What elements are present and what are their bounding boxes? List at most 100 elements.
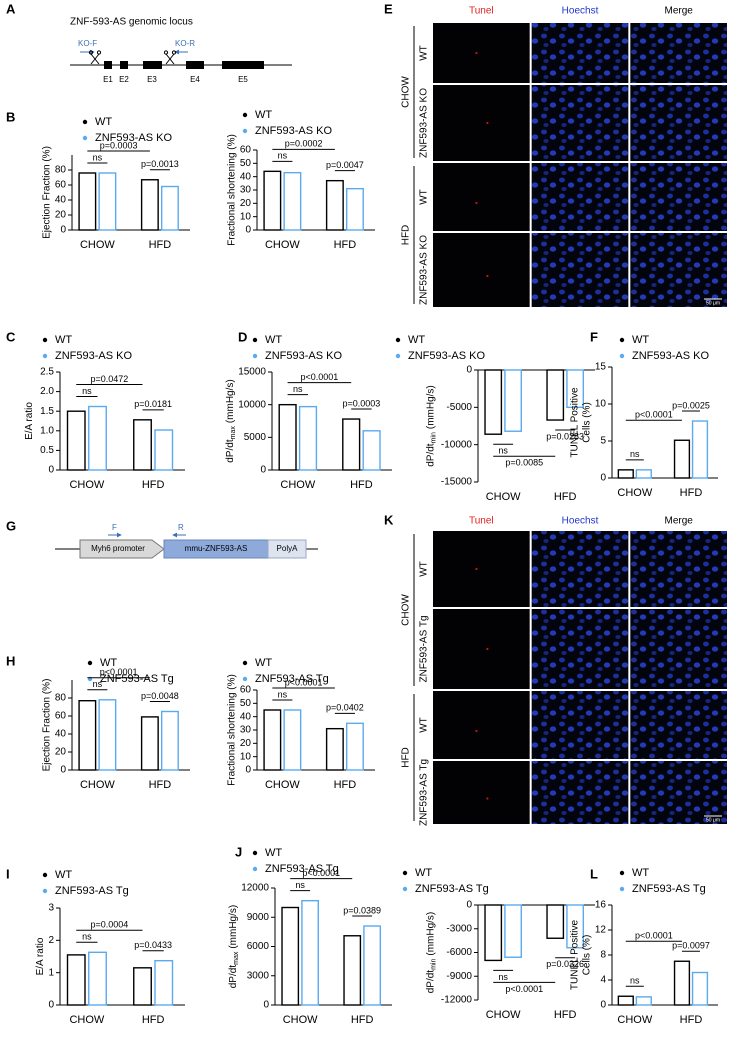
comparison-label: ns — [498, 972, 508, 982]
y-axis-label-unit: (mmHg/s) — [425, 385, 436, 429]
y-axis-label: Fractional shortening (%) — [226, 674, 237, 786]
comparison-label: ns — [82, 932, 92, 942]
micrograph — [433, 609, 530, 689]
y-tick-label: -12000 — [441, 995, 473, 1006]
y-tick-label: 30 — [240, 725, 252, 736]
bar — [88, 951, 107, 1006]
exon-label: E2 — [119, 75, 129, 84]
legend-marker — [619, 353, 625, 359]
x-tick-label: HFD — [554, 491, 577, 503]
y-axis-label-main: dP/dt — [225, 439, 236, 463]
exon — [104, 61, 112, 69]
bar — [363, 925, 382, 1006]
y-tick-label: 0.5 — [40, 445, 54, 456]
x-tick-label: HFD — [350, 479, 373, 491]
polya — [267, 539, 307, 559]
y-tick-label: 60 — [55, 711, 67, 722]
tunel-signal — [486, 647, 489, 651]
bar — [140, 179, 159, 231]
bar — [691, 420, 709, 479]
legend-marker — [252, 866, 258, 872]
element-label: mmu-ZNF593-AS — [185, 544, 248, 553]
legend-marker — [42, 888, 48, 894]
legend-label: ZNF593-AS Tg — [255, 673, 329, 685]
comparison-label: p=0.0433 — [134, 940, 172, 950]
legend-label: ZNF593-AS KO — [632, 350, 709, 362]
legend-label: ZNF593-AS Tg — [415, 883, 489, 895]
panel-letter: L — [590, 866, 598, 881]
exon-label: E5 — [238, 75, 248, 84]
y-tick-label: 40 — [240, 711, 252, 722]
x-tick-label: HFD — [680, 1014, 703, 1026]
bar — [546, 904, 565, 939]
y-axis-label-unit: (mmHg/s) — [228, 905, 239, 949]
legend-marker — [42, 353, 48, 359]
y-tick-label: 16 — [595, 900, 607, 911]
bar — [278, 403, 297, 471]
element-label: PolyA — [277, 544, 299, 553]
row-label: ZNF593-AS Tg — [419, 759, 430, 826]
y-axis-label-sub: max — [233, 951, 240, 965]
comparison-label: ns — [295, 880, 305, 890]
x-tick-label: CHOW — [280, 479, 315, 491]
column-header: Hoechst — [562, 516, 599, 527]
y-tick-label: 3000 — [247, 970, 270, 981]
tunel-signal — [475, 729, 478, 733]
x-tick-label: HFD — [149, 239, 172, 251]
micrograph — [433, 531, 530, 607]
y-tick-label: 20 — [55, 210, 67, 221]
y-axis-label: E/A ratio — [35, 937, 46, 975]
x-tick-label: CHOW — [617, 487, 652, 499]
exon — [120, 61, 128, 69]
comparison-label: p<0.0001 — [285, 677, 323, 687]
x-tick-label: CHOW — [80, 779, 115, 791]
comparison-label: p=0.0048 — [141, 691, 179, 701]
micrograph — [630, 691, 727, 759]
bar — [691, 971, 709, 1006]
column-header: Merge — [664, 6, 693, 17]
y-tick-label: 1.0 — [40, 425, 54, 436]
x-tick-label: CHOW — [486, 1009, 521, 1021]
y-tick-label: 80 — [55, 693, 67, 704]
bar — [345, 187, 364, 231]
y-tick-label: 80 — [55, 165, 67, 176]
y-tick-label: 10 — [240, 751, 252, 762]
bar — [484, 904, 503, 962]
bar — [283, 171, 302, 231]
bar — [283, 709, 302, 771]
bar — [345, 722, 364, 771]
legend-marker — [252, 337, 258, 343]
legend-label: ZNF593-AS Tg — [632, 883, 706, 895]
bar — [504, 369, 522, 432]
comparison-label: p=0.0472 — [90, 374, 128, 384]
y-axis-label: Fractional shortening (%) — [226, 134, 237, 246]
y-tick-label: 15 — [595, 362, 607, 373]
y-axis-label: dP/dtmin (mmHg/s) — [425, 385, 438, 467]
legend-marker — [242, 676, 248, 682]
micrograph — [630, 233, 727, 307]
scissors — [88, 50, 102, 65]
micrograph — [630, 531, 727, 607]
scale-bar-label: 50 μm — [706, 817, 720, 823]
micrograph — [630, 163, 727, 231]
tunel-signal — [486, 274, 489, 278]
bar — [343, 935, 362, 1006]
y-tick-label: 0 — [466, 900, 472, 911]
comparison-label: ns — [630, 976, 640, 986]
bar — [140, 716, 159, 771]
y-tick-label: 20 — [240, 198, 252, 209]
y-axis-label: dP/dtmax (mmHg/s) — [225, 379, 238, 462]
legend-label: ZNF593-AS KO — [55, 350, 132, 362]
x-tick-label: CHOW — [617, 1014, 652, 1026]
comparison-label: p=0.0389 — [343, 905, 381, 915]
x-tick-label: CHOW — [486, 491, 521, 503]
y-axis-label: dP/dtmax (mmHg/s) — [228, 905, 241, 988]
y-tick-label: 40 — [55, 729, 67, 740]
column-header: Tunel — [469, 6, 494, 17]
tunel-signal — [486, 121, 489, 125]
comparison-label: ns — [278, 151, 288, 161]
y-tick-label: 60 — [240, 685, 252, 696]
row-label: ZNF593-AS KO — [419, 235, 430, 305]
bar — [504, 904, 522, 958]
